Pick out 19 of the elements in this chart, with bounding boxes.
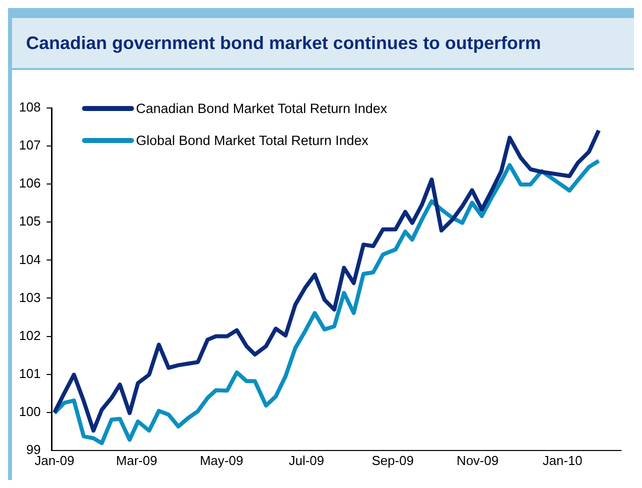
x-tick-label: Nov-09 [456, 452, 499, 468]
x-tick-label: Sep-09 [372, 452, 414, 468]
y-tick-label: 104 [18, 252, 41, 267]
legend-label: Global Bond Market Total Return Index [136, 132, 368, 148]
y-tick-label: 106 [18, 176, 41, 191]
x-tick-label: May-09 [200, 452, 244, 468]
legend-label: Canadian Bond Market Total Return Index [136, 100, 388, 116]
x-tick-label: Jan-10 [542, 452, 582, 468]
y-tick-label: 105 [18, 214, 41, 229]
y-tick-label: 108 [18, 100, 41, 115]
y-tick-label: 103 [18, 290, 41, 305]
x-tick-label: Mar-09 [116, 452, 158, 468]
x-tick-label: Jul-09 [288, 452, 324, 468]
y-tick-label: 101 [18, 366, 41, 381]
y-tick-label: 99 [26, 442, 41, 457]
y-tick-label: 100 [18, 404, 41, 419]
y-tick-label: 102 [18, 328, 41, 343]
chart-title: Canadian government bond market continues to outperform [12, 18, 634, 70]
y-tick-label: 107 [18, 138, 41, 153]
